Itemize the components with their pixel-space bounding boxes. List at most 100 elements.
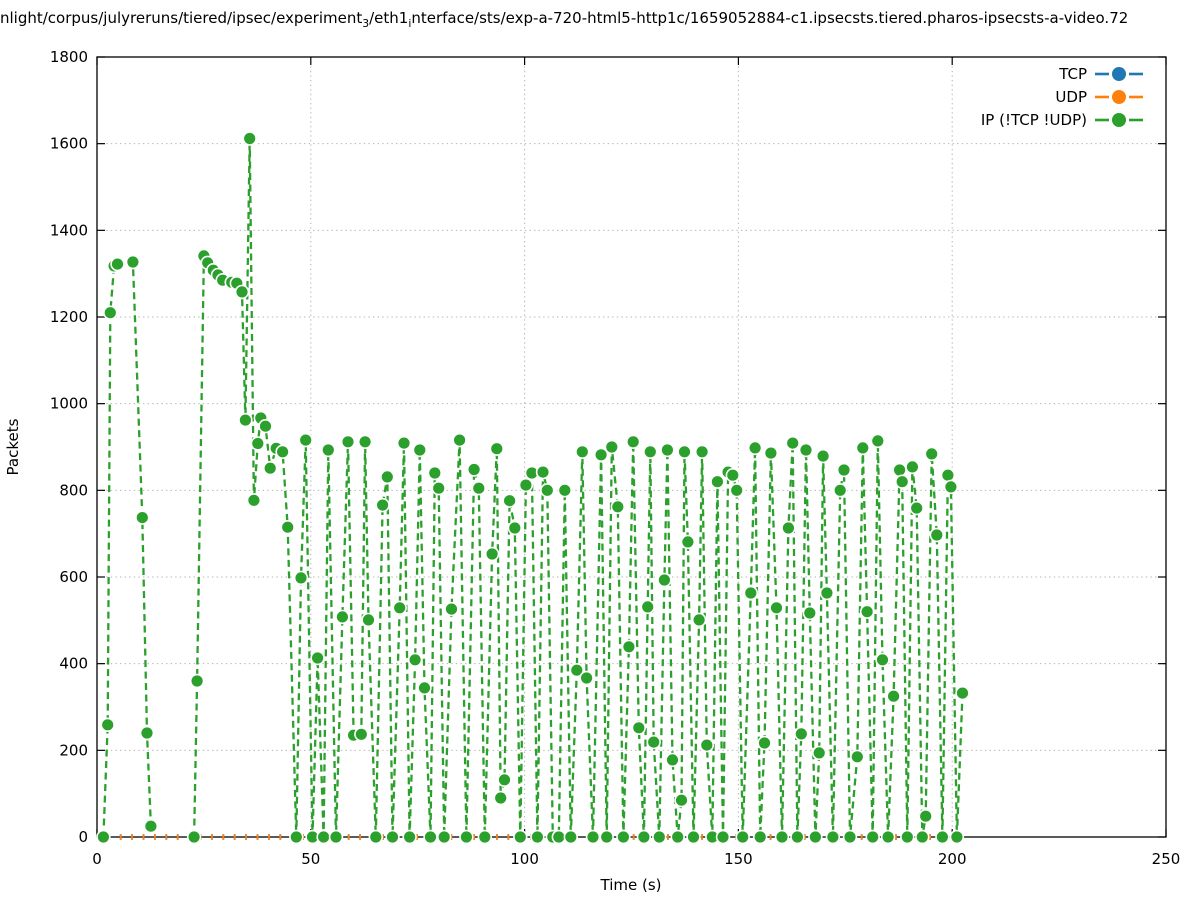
title-subscript: i bbox=[408, 17, 412, 30]
data-point bbox=[640, 599, 655, 615]
data-point bbox=[575, 444, 590, 459]
data-point bbox=[530, 829, 545, 845]
data-point bbox=[497, 772, 512, 787]
data-point bbox=[289, 829, 304, 845]
data-point bbox=[657, 572, 672, 588]
data-point bbox=[484, 546, 500, 562]
data-point bbox=[918, 808, 933, 824]
data-point bbox=[593, 447, 609, 462]
legend-label: IP (!TCP !UDP) bbox=[981, 111, 1087, 129]
data-point bbox=[949, 829, 965, 845]
data-point bbox=[769, 600, 784, 615]
data-point bbox=[886, 688, 901, 704]
data-point bbox=[423, 829, 438, 845]
data-point bbox=[894, 474, 910, 489]
data-point bbox=[502, 493, 517, 508]
data-point bbox=[459, 829, 474, 845]
data-point bbox=[599, 829, 614, 845]
data-point bbox=[466, 462, 482, 477]
data-point bbox=[915, 829, 930, 845]
data-point bbox=[636, 829, 652, 845]
data-point bbox=[357, 434, 373, 449]
series-ip-tcp-udp bbox=[96, 131, 970, 845]
data-point bbox=[354, 727, 369, 742]
data-point bbox=[444, 601, 459, 617]
data-point bbox=[407, 652, 423, 667]
data-point bbox=[143, 818, 159, 834]
y-tick-label: 1200 bbox=[50, 308, 88, 326]
legend-marker bbox=[1112, 113, 1126, 127]
data-point bbox=[850, 749, 865, 764]
data-point bbox=[842, 829, 858, 845]
data-point bbox=[250, 436, 265, 451]
data-point bbox=[396, 435, 412, 451]
x-tick-label: 250 bbox=[1152, 850, 1181, 868]
data-point bbox=[242, 131, 257, 146]
data-point bbox=[794, 726, 809, 742]
legend-item-tcp: TCP bbox=[1058, 65, 1143, 83]
data-point bbox=[518, 477, 534, 493]
data-point bbox=[865, 829, 880, 845]
data-point bbox=[361, 612, 376, 628]
data-point bbox=[477, 829, 492, 845]
data-point bbox=[513, 829, 528, 845]
data-point bbox=[298, 432, 313, 448]
data-point bbox=[798, 442, 814, 458]
data-point bbox=[125, 254, 141, 270]
title-text: nlight/corpus/julyreruns/tiered/ipsec/ex… bbox=[0, 9, 363, 27]
data-point bbox=[763, 445, 779, 461]
data-point bbox=[189, 673, 205, 689]
x-tick-label: 200 bbox=[938, 850, 967, 868]
data-point bbox=[100, 717, 115, 732]
x-tick-label: 50 bbox=[301, 850, 320, 868]
data-point bbox=[752, 829, 768, 845]
data-point bbox=[579, 670, 594, 686]
y-tick-label: 1800 bbox=[50, 48, 88, 66]
title-text: /eth1 bbox=[369, 9, 409, 27]
data-point bbox=[368, 829, 383, 845]
data-point bbox=[815, 448, 831, 464]
data-point bbox=[328, 829, 344, 845]
legend-item-udp: UDP bbox=[1055, 88, 1143, 106]
data-point bbox=[781, 520, 796, 536]
data-point bbox=[616, 829, 631, 845]
data-point bbox=[551, 829, 566, 845]
data-point bbox=[802, 605, 817, 621]
data-point bbox=[652, 829, 667, 845]
data-point bbox=[234, 284, 250, 300]
data-point bbox=[258, 419, 273, 434]
data-point bbox=[535, 464, 551, 480]
data-point bbox=[507, 520, 522, 536]
data-point bbox=[691, 612, 707, 628]
y-tick-label: 800 bbox=[59, 481, 88, 499]
data-point bbox=[263, 461, 278, 476]
data-point bbox=[955, 685, 970, 701]
data-point bbox=[870, 433, 885, 449]
plot-border bbox=[96, 56, 1167, 838]
data-point bbox=[729, 483, 744, 498]
data-point bbox=[790, 829, 805, 845]
data-point bbox=[905, 459, 920, 475]
data-point bbox=[832, 483, 848, 498]
data-point bbox=[103, 305, 118, 320]
data-point bbox=[110, 256, 125, 272]
data-point bbox=[710, 474, 725, 489]
data-point bbox=[909, 500, 924, 516]
data-point bbox=[855, 440, 870, 456]
data-point bbox=[293, 570, 309, 586]
data-point bbox=[375, 497, 390, 513]
y-tick-label: 600 bbox=[59, 568, 88, 586]
x-axis-label: Time (s) bbox=[600, 876, 662, 894]
data-point bbox=[437, 829, 452, 845]
data-point bbox=[316, 829, 331, 845]
data-point bbox=[747, 440, 763, 456]
tick-labels: 0 50 100 150 200 250 0 200 400 600 800 1000 1200 1400… bbox=[50, 48, 1181, 868]
y-tick-label: 400 bbox=[59, 655, 88, 673]
data-point bbox=[859, 604, 875, 619]
data-point bbox=[819, 585, 835, 601]
y-tick-label: 0 bbox=[78, 828, 88, 846]
chart-title: nlight/corpus/julyreruns/tiered/ipsec/ex… bbox=[0, 9, 1197, 30]
data-point bbox=[452, 432, 467, 448]
data-point bbox=[929, 527, 944, 543]
